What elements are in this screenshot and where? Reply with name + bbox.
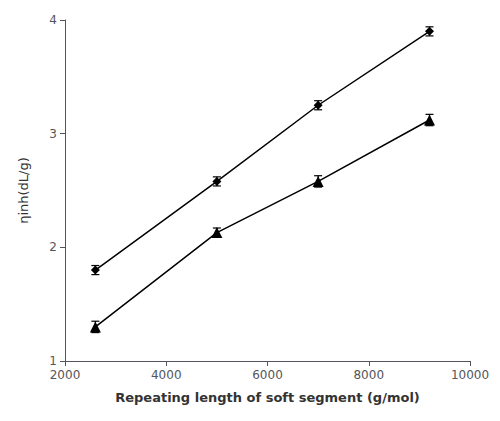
svg-text:4000: 4000 xyxy=(151,368,182,382)
svg-text:3: 3 xyxy=(49,127,57,141)
svg-text:6000: 6000 xyxy=(252,368,283,382)
svg-text:1: 1 xyxy=(49,354,57,368)
svg-text:10000: 10000 xyxy=(451,368,489,382)
svg-text:4: 4 xyxy=(49,13,57,27)
svg-text:Repeating length of soft segme: Repeating length of soft segment (g/mol) xyxy=(115,390,420,405)
svg-text:2: 2 xyxy=(49,240,57,254)
svg-text:ηinh(dL/g): ηinh(dL/g) xyxy=(16,157,31,224)
svg-text:2000: 2000 xyxy=(50,368,81,382)
svg-text:8000: 8000 xyxy=(353,368,384,382)
